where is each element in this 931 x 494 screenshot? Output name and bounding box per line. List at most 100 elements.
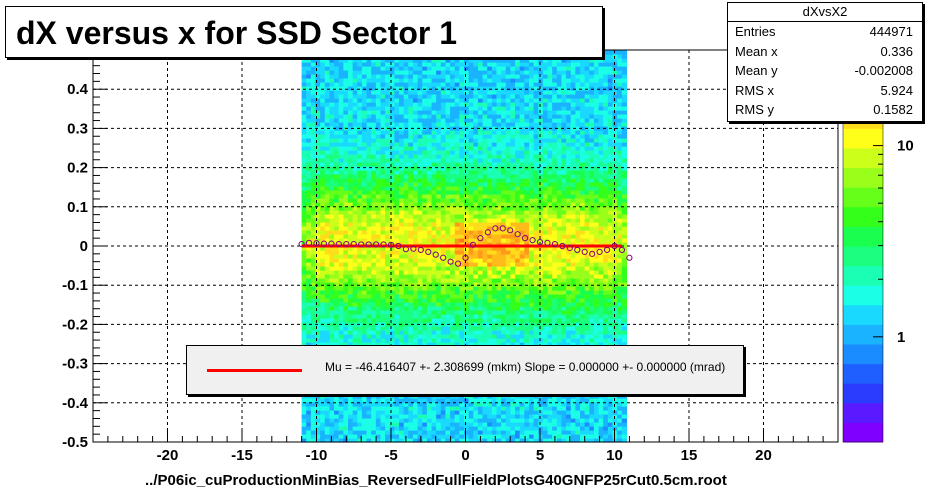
heat-cell (320, 334, 326, 339)
heat-cell (324, 242, 331, 247)
heat-cell (329, 74, 335, 79)
heat-cell (519, 314, 525, 319)
heat-cell (524, 202, 530, 207)
heat-cell (528, 182, 535, 187)
heat-cell (459, 226, 465, 231)
heat-cell (357, 414, 363, 419)
heat-cell (389, 74, 396, 79)
heat-cell (385, 154, 391, 159)
heat-cell (380, 182, 386, 187)
heat-cell (324, 266, 331, 271)
heat-cell (417, 334, 423, 339)
heat-cell (510, 294, 516, 299)
heat-cell (519, 282, 525, 287)
heat-cell (491, 262, 498, 267)
heat-cell (375, 66, 382, 71)
heat-cell (431, 158, 437, 163)
heat-cell (459, 326, 465, 331)
heat-cell (440, 270, 447, 275)
heat-cell (412, 130, 419, 135)
heat-cell (445, 170, 451, 175)
heat-cell (440, 214, 447, 219)
heat-cell (408, 282, 414, 287)
heat-cell (389, 226, 396, 231)
heat-cell (496, 170, 502, 175)
heat-cell (352, 210, 358, 215)
heat-cell (352, 226, 358, 231)
heat-cell (301, 306, 307, 311)
heat-cell (464, 298, 470, 303)
heat-cell (533, 310, 539, 315)
heat-cell (533, 298, 539, 303)
heat-cell (515, 90, 521, 95)
heat-cell (501, 266, 507, 271)
heat-cell (464, 438, 470, 443)
heat-cell (343, 306, 349, 311)
heat-cell (468, 262, 474, 267)
heat-cell (445, 414, 451, 419)
heat-cell (501, 162, 507, 167)
heat-cell (389, 282, 396, 287)
heat-cell (408, 426, 414, 431)
heat-cell (348, 426, 354, 431)
heat-cell (371, 190, 377, 195)
heat-cell (533, 94, 539, 99)
heat-cell (403, 62, 409, 67)
heat-cell (505, 306, 512, 311)
heat-cell (343, 326, 349, 331)
heat-cell (301, 178, 307, 183)
heat-cell (501, 394, 507, 399)
heat-cell (515, 258, 521, 263)
heat-cell (417, 406, 423, 411)
heat-cell (380, 402, 386, 407)
heat-cell (329, 398, 335, 403)
heat-cell (343, 342, 349, 347)
heat-cell (394, 170, 400, 175)
heat-cell (510, 102, 516, 107)
heat-cell (445, 226, 451, 231)
heat-cell (491, 138, 498, 143)
heat-cell (375, 82, 382, 87)
heat-cell (375, 422, 382, 427)
heat-cell (403, 314, 409, 319)
heat-cell (348, 322, 354, 327)
heat-cell (371, 122, 377, 127)
heat-cell (501, 334, 507, 339)
heat-cell (496, 334, 502, 339)
heat-cell (310, 410, 317, 415)
heat-cell (315, 422, 321, 427)
heat-cell (329, 270, 335, 275)
heat-cell (528, 342, 535, 347)
heat-cell (408, 310, 414, 315)
heat-cell (524, 342, 530, 347)
heat-cell (519, 122, 525, 127)
heat-cell (487, 326, 493, 331)
heat-cell (528, 218, 535, 223)
heat-cell (464, 190, 470, 195)
heat-cell (348, 298, 354, 303)
heat-cell (343, 186, 349, 191)
heat-cell (380, 294, 386, 299)
heat-cell (533, 258, 539, 263)
heat-cell (496, 294, 502, 299)
heat-cell (389, 402, 396, 407)
heat-cell (515, 410, 521, 415)
heat-cell (510, 422, 516, 427)
heat-cell (324, 222, 331, 227)
heat-cell (301, 70, 307, 75)
heat-cell (361, 246, 368, 251)
heat-cell (454, 190, 460, 195)
heat-cell (389, 242, 396, 247)
heat-cell (445, 190, 451, 195)
heat-cell (394, 106, 400, 111)
heat-cell (473, 298, 479, 303)
heat-cell (515, 118, 521, 123)
heat-cell (519, 94, 525, 99)
heat-cell (528, 202, 535, 207)
heat-cell (348, 166, 354, 171)
heat-cell (320, 62, 326, 67)
heat-cell (482, 254, 488, 259)
heat-cell (445, 234, 451, 239)
heat-cell (482, 98, 488, 103)
heat-cell (352, 130, 358, 135)
